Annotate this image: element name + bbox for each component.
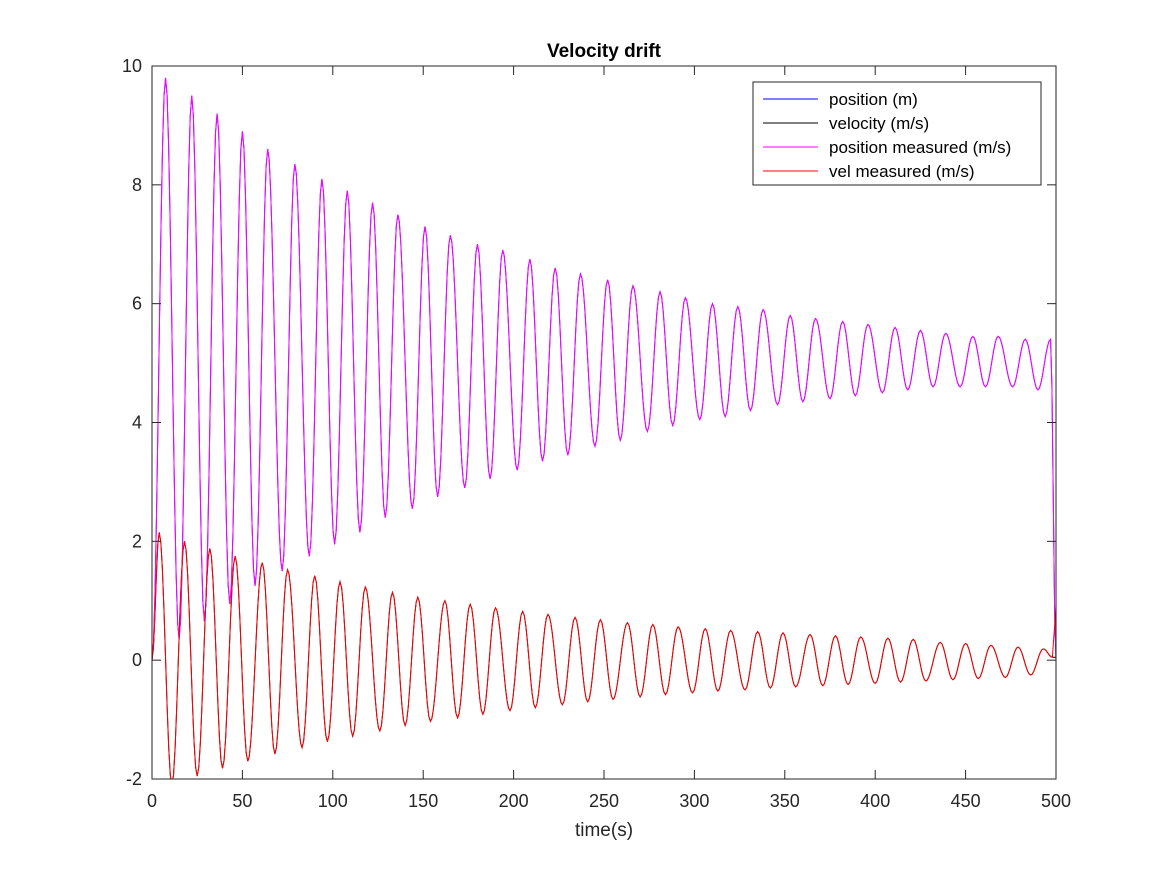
x-axis-label: time(s) [575, 820, 633, 841]
y-tick-label: 10 [122, 56, 142, 76]
y-tick-label: -2 [126, 769, 142, 789]
legend-label-4: vel measured (m/s) [829, 162, 974, 181]
x-tick-label: 300 [679, 791, 709, 811]
x-tick-label: 350 [770, 791, 800, 811]
series-layer [152, 77, 1056, 779]
x-tick-label: 200 [499, 791, 529, 811]
x-tick-label: 0 [147, 791, 157, 811]
legend: position (m) velocity (m/s) position measu… [752, 81, 1042, 186]
legend-label-3: position measured (m/s) [829, 138, 1011, 157]
x-tick-label: 450 [951, 791, 981, 811]
legend-items: position (m) velocity (m/s) position measu… [763, 90, 1011, 181]
series-line-4 [152, 532, 1056, 779]
chart-title: Velocity drift [547, 41, 662, 62]
y-tick-label: 6 [132, 294, 142, 314]
x-tick-label: 100 [318, 791, 348, 811]
x-tick-label: 150 [408, 791, 438, 811]
legend-label-1: position (m) [829, 90, 918, 109]
y-tick-label: 0 [132, 650, 142, 670]
x-tick-label: 400 [860, 791, 890, 811]
x-tick-label: 250 [589, 791, 619, 811]
x-tick-label: 500 [1041, 791, 1071, 811]
series-line-3 [152, 77, 1056, 661]
legend-label-2: velocity (m/s) [829, 114, 929, 133]
y-tick-label: 2 [132, 531, 142, 551]
y-tick-label: 4 [132, 413, 142, 433]
x-tick-label: 50 [232, 791, 252, 811]
y-tick-label: 8 [132, 175, 142, 195]
